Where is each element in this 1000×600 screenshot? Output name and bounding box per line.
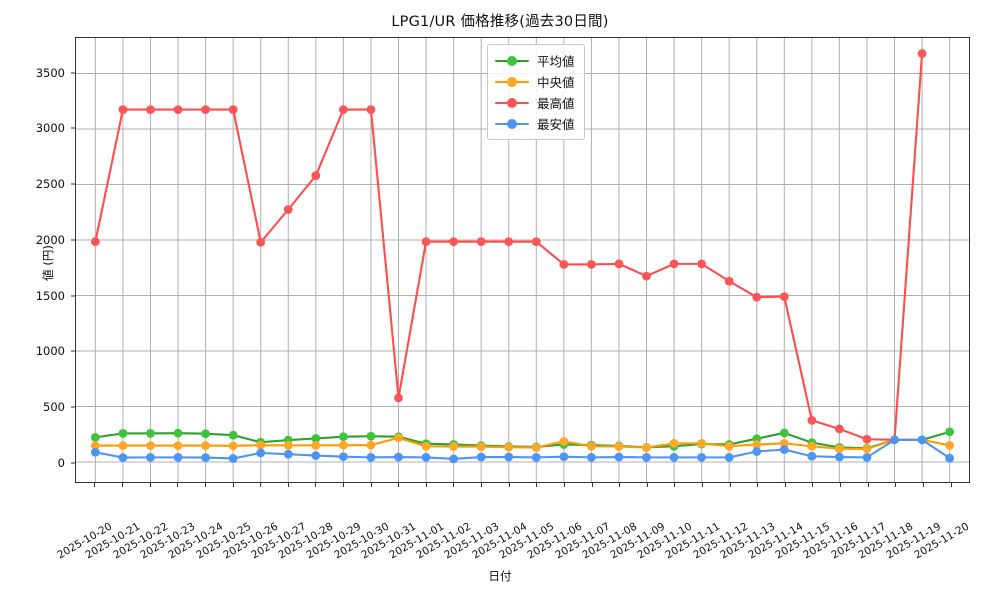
x-tick-mark — [260, 483, 262, 487]
y-tick-mark — [71, 183, 75, 185]
x-tick-mark — [702, 483, 704, 487]
chart-title: LPG1/UR 価格推移(過去30日間) — [391, 14, 609, 30]
chart-legend: 平均値 中央値 最高値 最安値 — [487, 44, 585, 140]
y-tick-mark — [71, 295, 75, 297]
legend-label-min: 最安値 — [537, 117, 575, 132]
x-tick-mark — [342, 483, 344, 487]
x-tick-mark — [177, 483, 179, 487]
x-tick-mark — [232, 483, 234, 487]
x-tick-mark — [619, 483, 621, 487]
legend-label-median: 中央値 — [537, 75, 575, 90]
x-tick-mark — [149, 483, 151, 487]
y-tick-label: 2000 — [35, 232, 65, 247]
x-tick-mark — [895, 483, 897, 487]
legend-item-min[interactable]: 最安値 — [495, 113, 575, 134]
x-tick-mark — [287, 483, 289, 487]
y-tick-label: 500 — [43, 400, 65, 415]
legend-swatch-min-icon — [495, 118, 529, 130]
legend-item-mean[interactable]: 平均値 — [495, 50, 575, 71]
y-tick-mark — [71, 350, 75, 352]
x-tick-mark — [646, 483, 648, 487]
x-tick-mark — [950, 483, 952, 487]
x-axis-label: 日付 — [488, 569, 512, 583]
x-tick-mark — [204, 483, 206, 487]
y-tick-label: 2500 — [35, 177, 65, 192]
x-tick-mark — [591, 483, 593, 487]
x-tick-mark — [508, 483, 510, 487]
y-tick-label: 3500 — [35, 65, 65, 80]
x-tick-mark — [922, 483, 924, 487]
legend-label-mean: 平均値 — [537, 54, 575, 69]
x-tick-mark — [563, 483, 565, 487]
x-tick-mark — [867, 483, 869, 487]
x-axis: 2025-10-20 2025-10-21 2025-10-22 2025-10-23… — [56, 483, 971, 561]
x-tick-mark — [94, 483, 96, 487]
x-tick-mark — [453, 483, 455, 487]
legend-swatch-max-icon — [495, 97, 529, 109]
x-tick-mark — [784, 483, 786, 487]
y-tick-label: 1500 — [35, 288, 65, 303]
legend-item-median[interactable]: 中央値 — [495, 71, 575, 92]
x-tick-mark — [398, 483, 400, 487]
x-tick-mark — [481, 483, 483, 487]
x-tick-mark — [674, 483, 676, 487]
x-tick-mark — [370, 483, 372, 487]
y-tick-label: 0 — [57, 455, 65, 470]
y-axis: 値 (円) 0 500 1000 1500 2000 2500 3000 3500 — [0, 37, 75, 483]
x-tick-mark — [315, 483, 317, 487]
x-tick-mark — [812, 483, 814, 487]
legend-swatch-median-icon — [495, 76, 529, 88]
x-tick-mark — [840, 483, 842, 487]
x-tick-mark — [729, 483, 731, 487]
x-tick-mark — [122, 483, 124, 487]
x-tick-mark — [757, 483, 759, 487]
legend-label-max: 最高値 — [537, 96, 575, 111]
x-tick-mark — [536, 483, 538, 487]
y-tick-mark — [71, 462, 75, 464]
series-layer — [90, 49, 955, 464]
y-tick-mark — [71, 239, 75, 241]
y-tick-mark — [71, 127, 75, 129]
y-tick-mark — [71, 406, 75, 408]
x-tick-mark — [425, 483, 427, 487]
legend-item-max[interactable]: 最高値 — [495, 92, 575, 113]
y-tick-mark — [71, 72, 75, 74]
y-tick-label: 1000 — [35, 344, 65, 359]
legend-swatch-mean-icon — [495, 55, 529, 67]
y-axis-label: 値 (円) — [41, 245, 55, 281]
y-tick-label: 3000 — [35, 121, 65, 136]
